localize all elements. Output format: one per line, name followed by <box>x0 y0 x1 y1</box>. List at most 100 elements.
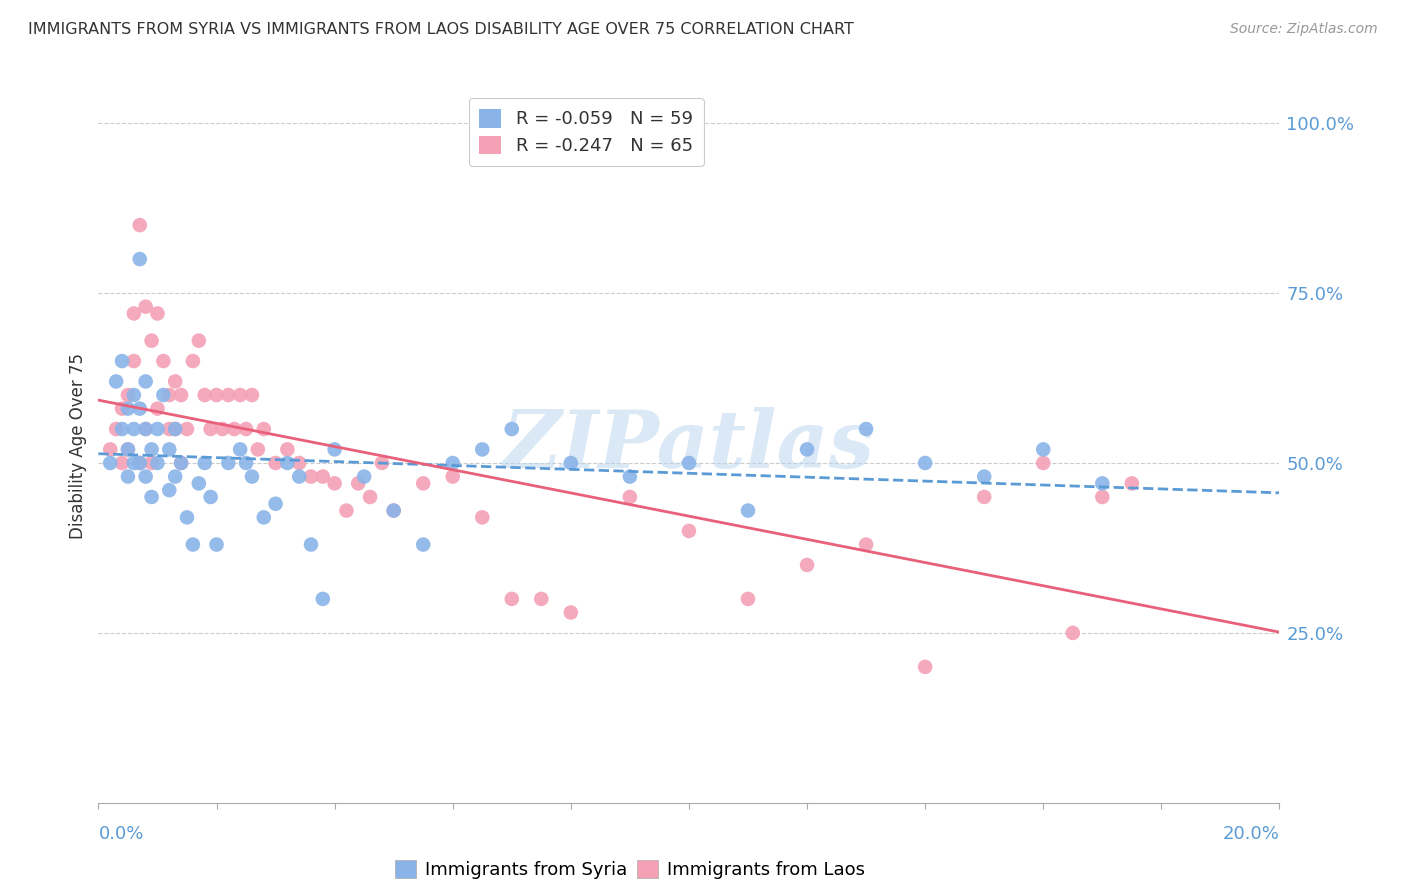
Point <box>441 456 464 470</box>
Point <box>253 422 276 436</box>
Point <box>157 422 180 436</box>
Point <box>382 503 405 517</box>
Point <box>678 456 700 470</box>
Point <box>1032 456 1054 470</box>
Point <box>141 442 163 457</box>
Point <box>353 469 375 483</box>
Point <box>165 422 187 436</box>
Point <box>194 388 217 402</box>
Point <box>146 456 169 470</box>
Point <box>501 422 523 436</box>
Point <box>229 388 252 402</box>
Point <box>1091 490 1114 504</box>
Point <box>117 442 139 457</box>
Point <box>122 388 145 402</box>
Point <box>117 442 139 457</box>
Point <box>128 252 150 266</box>
Point <box>211 422 233 436</box>
Point <box>157 388 180 402</box>
Point <box>152 388 174 402</box>
Point <box>205 537 228 551</box>
Point <box>973 490 995 504</box>
Point <box>264 497 287 511</box>
Point <box>157 483 180 498</box>
Point <box>335 503 357 517</box>
Point <box>323 442 346 457</box>
Point <box>181 354 204 368</box>
Point <box>1062 626 1084 640</box>
Point <box>347 476 370 491</box>
Text: 20.0%: 20.0% <box>1223 825 1279 843</box>
Point <box>111 401 134 416</box>
Point <box>152 354 174 368</box>
Point <box>323 476 346 491</box>
Point <box>117 388 139 402</box>
Point <box>217 388 239 402</box>
Point <box>135 300 157 314</box>
Point <box>105 375 128 389</box>
Point <box>200 422 222 436</box>
Point <box>135 469 157 483</box>
Point <box>412 537 434 551</box>
Point <box>181 537 204 551</box>
Point <box>471 442 494 457</box>
Point <box>157 442 180 457</box>
Point <box>240 469 263 483</box>
Point <box>737 591 759 606</box>
Text: 0.0%: 0.0% <box>98 825 143 843</box>
Text: IMMIGRANTS FROM SYRIA VS IMMIGRANTS FROM LAOS DISABILITY AGE OVER 75 CORRELATION: IMMIGRANTS FROM SYRIA VS IMMIGRANTS FROM… <box>28 22 853 37</box>
Point <box>128 456 150 470</box>
Point <box>796 442 818 457</box>
Point <box>217 456 239 470</box>
Point <box>235 422 257 436</box>
Point <box>165 469 187 483</box>
Point <box>1121 476 1143 491</box>
Point <box>678 524 700 538</box>
Point <box>141 490 163 504</box>
Point <box>122 456 145 470</box>
Point <box>299 537 322 551</box>
Point <box>312 591 335 606</box>
Point <box>187 476 209 491</box>
Point <box>176 510 198 524</box>
Point <box>235 456 257 470</box>
Point <box>288 469 311 483</box>
Point <box>914 660 936 674</box>
Point <box>471 510 494 524</box>
Point <box>194 456 217 470</box>
Point <box>530 591 553 606</box>
Y-axis label: Disability Age Over 75: Disability Age Over 75 <box>69 353 87 539</box>
Point <box>1032 442 1054 457</box>
Point <box>122 422 145 436</box>
Point <box>111 456 134 470</box>
Point <box>117 469 139 483</box>
Point <box>146 401 169 416</box>
Point <box>619 490 641 504</box>
Point <box>855 422 877 436</box>
Point <box>312 469 335 483</box>
Point <box>122 306 145 320</box>
Point <box>264 456 287 470</box>
Point <box>128 456 150 470</box>
Point <box>224 422 246 436</box>
Point <box>117 401 139 416</box>
Point <box>135 422 157 436</box>
Point <box>914 456 936 470</box>
Point <box>412 476 434 491</box>
Point <box>240 388 263 402</box>
Point <box>187 334 209 348</box>
Point <box>276 442 298 457</box>
Point <box>128 401 150 416</box>
Point <box>141 334 163 348</box>
Point <box>165 375 187 389</box>
Point <box>1091 476 1114 491</box>
Point <box>299 469 322 483</box>
Point <box>165 422 187 436</box>
Point <box>560 456 582 470</box>
Point <box>200 490 222 504</box>
Point <box>382 503 405 517</box>
Point <box>973 469 995 483</box>
Point <box>135 422 157 436</box>
Point <box>111 422 134 436</box>
Point <box>276 456 298 470</box>
